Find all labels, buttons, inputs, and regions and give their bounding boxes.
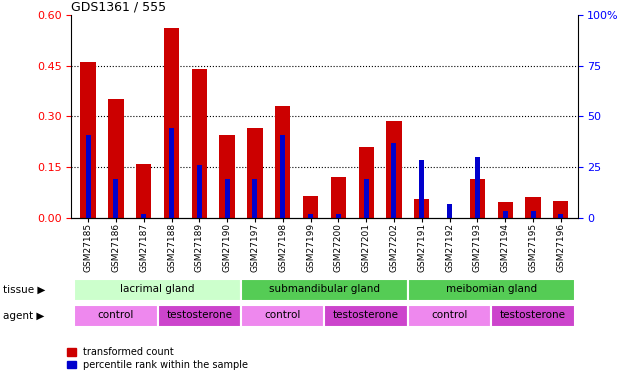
- Bar: [308, 214, 313, 217]
- Bar: [414, 199, 430, 217]
- Bar: [141, 214, 146, 217]
- Text: testosterone: testosterone: [166, 310, 232, 321]
- Bar: [241, 279, 408, 301]
- Bar: [558, 214, 563, 217]
- Bar: [74, 279, 241, 301]
- Bar: [503, 211, 508, 218]
- Bar: [358, 147, 374, 218]
- Text: meibomian gland: meibomian gland: [446, 284, 537, 294]
- Bar: [324, 305, 408, 327]
- Bar: [331, 177, 346, 218]
- Bar: [497, 202, 513, 217]
- Bar: [303, 196, 318, 217]
- Text: testosterone: testosterone: [500, 310, 566, 321]
- Text: tissue ▶: tissue ▶: [3, 285, 45, 295]
- Bar: [197, 165, 202, 218]
- Bar: [114, 179, 119, 218]
- Bar: [530, 211, 535, 218]
- Bar: [108, 99, 124, 218]
- Bar: [136, 164, 152, 218]
- Text: control: control: [265, 310, 301, 321]
- Bar: [241, 305, 324, 327]
- Text: control: control: [97, 310, 134, 321]
- Text: GDS1361 / 555: GDS1361 / 555: [71, 1, 166, 14]
- Bar: [525, 197, 541, 217]
- Bar: [169, 128, 174, 217]
- Bar: [253, 179, 258, 218]
- Bar: [81, 62, 96, 217]
- Text: submandibular gland: submandibular gland: [269, 284, 380, 294]
- Bar: [247, 128, 263, 217]
- Bar: [219, 135, 235, 218]
- Text: testosterone: testosterone: [333, 310, 399, 321]
- Bar: [158, 305, 241, 327]
- Text: agent ▶: agent ▶: [3, 311, 45, 321]
- Text: lacrimal gland: lacrimal gland: [120, 284, 195, 294]
- Bar: [475, 157, 480, 218]
- Bar: [391, 143, 396, 218]
- Bar: [364, 179, 369, 218]
- Bar: [336, 214, 341, 217]
- Bar: [408, 305, 491, 327]
- Bar: [86, 135, 91, 218]
- Legend: transformed count, percentile rank within the sample: transformed count, percentile rank withi…: [67, 347, 248, 370]
- Bar: [408, 279, 575, 301]
- Bar: [192, 69, 207, 218]
- Bar: [275, 106, 291, 218]
- Bar: [469, 179, 485, 218]
- Bar: [419, 160, 424, 218]
- Bar: [553, 201, 568, 217]
- Text: control: control: [432, 310, 468, 321]
- Bar: [164, 28, 179, 218]
- Bar: [491, 305, 575, 327]
- Bar: [386, 122, 402, 218]
- Bar: [225, 179, 230, 218]
- Bar: [280, 135, 285, 218]
- Bar: [447, 204, 452, 218]
- Bar: [74, 305, 158, 327]
